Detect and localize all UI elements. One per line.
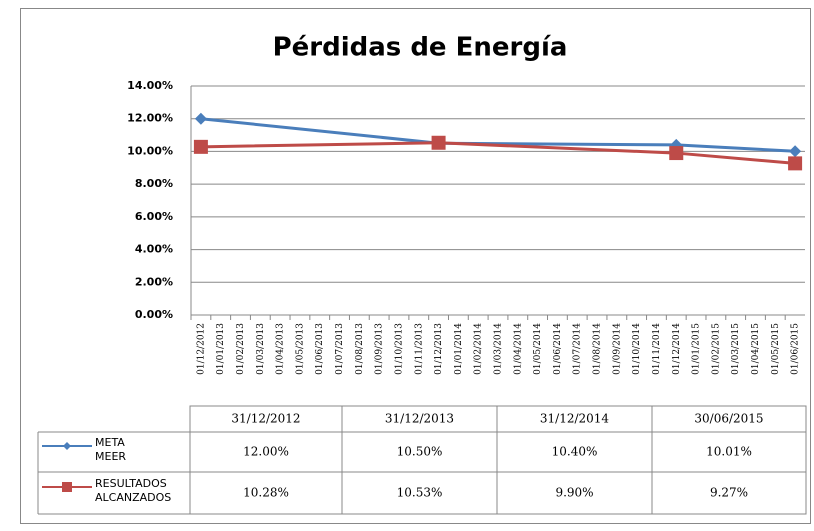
x-tick-label: 01/09/2014	[612, 323, 622, 375]
marker	[789, 145, 802, 158]
marker	[63, 442, 71, 450]
table-value: 9.90%	[555, 486, 593, 500]
table-value: 9.27%	[710, 486, 748, 500]
y-tick-label: 4.00%	[135, 243, 173, 256]
marker	[431, 135, 446, 150]
y-tick-label: 12.00%	[127, 112, 173, 125]
table-value: 10.28%	[243, 486, 289, 500]
x-tick-label: 01/03/2013	[256, 323, 266, 375]
chart-frame	[20, 8, 811, 524]
x-tick-label: 01/02/2013	[236, 323, 246, 375]
x-tick-label: 01/05/2015	[771, 323, 781, 375]
chart-title: Pérdidas de Energía	[273, 33, 568, 63]
x-tick-label: 01/03/2014	[494, 323, 504, 375]
table-value: 10.40%	[552, 445, 598, 459]
y-tick-label: 8.00%	[135, 177, 173, 190]
x-tick-label: 01/02/2014	[474, 323, 484, 375]
marker	[194, 112, 207, 125]
y-tick-label: 10.00%	[127, 144, 173, 157]
x-tick-label: 01/06/2015	[791, 323, 801, 375]
x-tick-label: 01/04/2013	[276, 323, 286, 375]
table-header: 31/12/2014	[540, 412, 610, 426]
x-tick-label: 01/12/2013	[434, 323, 444, 375]
marker	[62, 482, 72, 492]
table-header: 31/12/2012	[231, 412, 300, 426]
x-tick-label: 01/10/2013	[394, 323, 404, 375]
x-tick-label: 01/07/2014	[573, 323, 583, 375]
x-tick-label: 01/04/2015	[751, 323, 761, 375]
y-tick-label: 14.00%	[127, 79, 173, 92]
x-tick-label: 01/11/2014	[652, 323, 662, 375]
series-line	[200, 117, 796, 153]
x-tick-label: 01/01/2015	[692, 323, 702, 375]
x-tick-label: 01/12/2012	[196, 323, 206, 375]
legend-label: META MEER	[95, 436, 126, 463]
table-value: 10.50%	[397, 445, 443, 459]
x-tick-label: 01/10/2014	[632, 323, 642, 375]
x-tick-label: 01/06/2013	[315, 323, 325, 375]
x-tick-label: 01/03/2015	[731, 323, 741, 375]
table-frame	[189, 405, 807, 515]
legend-label: RESULTADOS ALCANZADOS	[95, 477, 171, 504]
table-value: 10.01%	[706, 445, 752, 459]
x-tick-label: 01/07/2013	[335, 323, 345, 375]
x-tick-label: 01/06/2014	[553, 323, 563, 375]
x-tick-label: 01/02/2015	[711, 323, 721, 375]
marker	[788, 156, 803, 171]
table-value: 10.53%	[397, 486, 443, 500]
x-tick-label: 01/05/2013	[295, 323, 305, 375]
table-value: 12.00%	[243, 445, 289, 459]
x-tick-label: 01/09/2013	[375, 323, 385, 375]
y-tick-label: 0.00%	[135, 308, 173, 321]
table-header: 30/06/2015	[694, 412, 763, 426]
x-tick-label: 01/08/2014	[593, 323, 603, 375]
y-tick-label: 2.00%	[135, 275, 173, 288]
x-tick-label: 01/12/2014	[672, 323, 682, 375]
table-header: 31/12/2013	[385, 412, 454, 426]
x-tick-label: 01/11/2013	[414, 323, 424, 375]
marker	[193, 139, 208, 154]
x-tick-label: 01/01/2013	[216, 323, 226, 375]
x-tick-label: 01/05/2014	[533, 323, 543, 375]
x-tick-label: 01/01/2014	[454, 323, 464, 375]
marker	[669, 146, 684, 161]
series-line	[200, 141, 796, 165]
y-tick-label: 6.00%	[135, 210, 173, 223]
x-tick-label: 01/04/2014	[513, 323, 523, 375]
x-tick-label: 01/08/2013	[355, 323, 365, 375]
